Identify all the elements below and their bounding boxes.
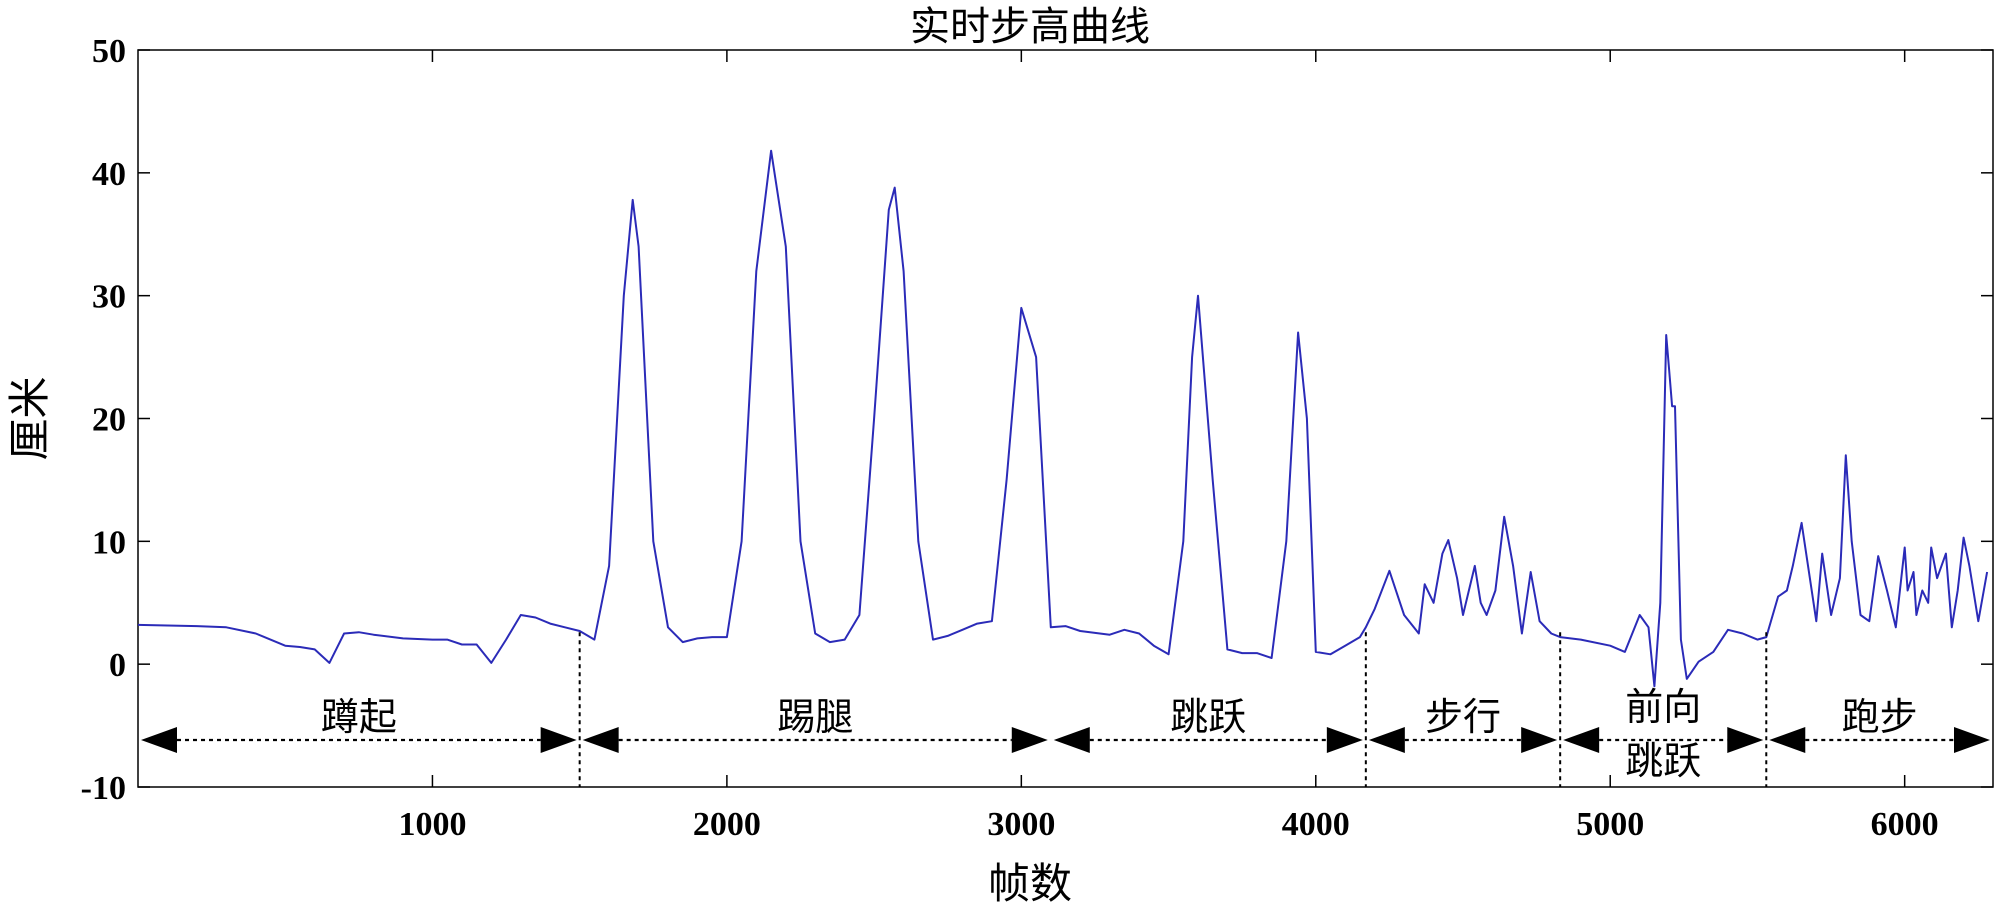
y-tick-label: 50 bbox=[92, 33, 126, 70]
plot-area-frame bbox=[137, 49, 1994, 788]
x-tick-label: 6000 bbox=[1871, 806, 1939, 843]
segment-arrowhead-left bbox=[1053, 727, 1090, 753]
segment-label: 前向跳跃 bbox=[1625, 685, 1701, 783]
segment-arrowhead-left bbox=[1769, 727, 1806, 753]
activity-segments: 蹲起 踢腿 跳跃 步行 前向跳跃 跑步 bbox=[141, 632, 1990, 787]
y-tick-label: 0 bbox=[109, 647, 126, 684]
segment-label: 跑步 bbox=[1842, 695, 1918, 739]
segment-arrowhead-left bbox=[582, 727, 619, 753]
chart-title: 实时步高曲线 bbox=[910, 4, 1150, 50]
x-tick-label: 2000 bbox=[693, 806, 761, 843]
segment-arrowhead-right bbox=[540, 727, 577, 753]
segment-label: 跳跃 bbox=[1170, 695, 1246, 739]
segment-arrowhead-right bbox=[1727, 727, 1764, 753]
segment-arrowhead-right bbox=[1954, 727, 1990, 753]
segment-arrowhead-right bbox=[1521, 727, 1558, 753]
segment-label: 蹲起 bbox=[321, 695, 397, 739]
segment-arrowhead-right bbox=[1326, 727, 1363, 753]
y-tick-label: 40 bbox=[92, 156, 126, 193]
x-tick-label: 3000 bbox=[987, 806, 1055, 843]
y-tick-label: -10 bbox=[81, 770, 126, 807]
series-group bbox=[137, 149, 1989, 688]
segment-arrowhead-left bbox=[1563, 727, 1600, 753]
x-axis-title: 帧数 bbox=[988, 859, 1072, 908]
x-tick-label: 5000 bbox=[1576, 806, 1644, 843]
y-tick-label: 20 bbox=[92, 402, 126, 439]
segment-arrowhead-right bbox=[1011, 727, 1048, 753]
step-height-series-line bbox=[137, 149, 1989, 688]
x-tick-label: 4000 bbox=[1282, 806, 1350, 843]
segment-arrowhead-left bbox=[1368, 727, 1405, 753]
y-axis-title: 厘米 bbox=[5, 376, 54, 460]
y-tick-label: 30 bbox=[92, 279, 126, 316]
segment-arrowhead-left bbox=[141, 727, 177, 753]
axis-ticks: -10 0 10 20 30 40 50 1000 2000 3000 4000 5000 6000 bbox=[81, 33, 1993, 843]
segment-label: 踢腿 bbox=[777, 695, 853, 739]
x-tick-label: 1000 bbox=[398, 806, 466, 843]
y-tick-label: 10 bbox=[92, 524, 126, 561]
segment-label: 步行 bbox=[1425, 695, 1501, 739]
